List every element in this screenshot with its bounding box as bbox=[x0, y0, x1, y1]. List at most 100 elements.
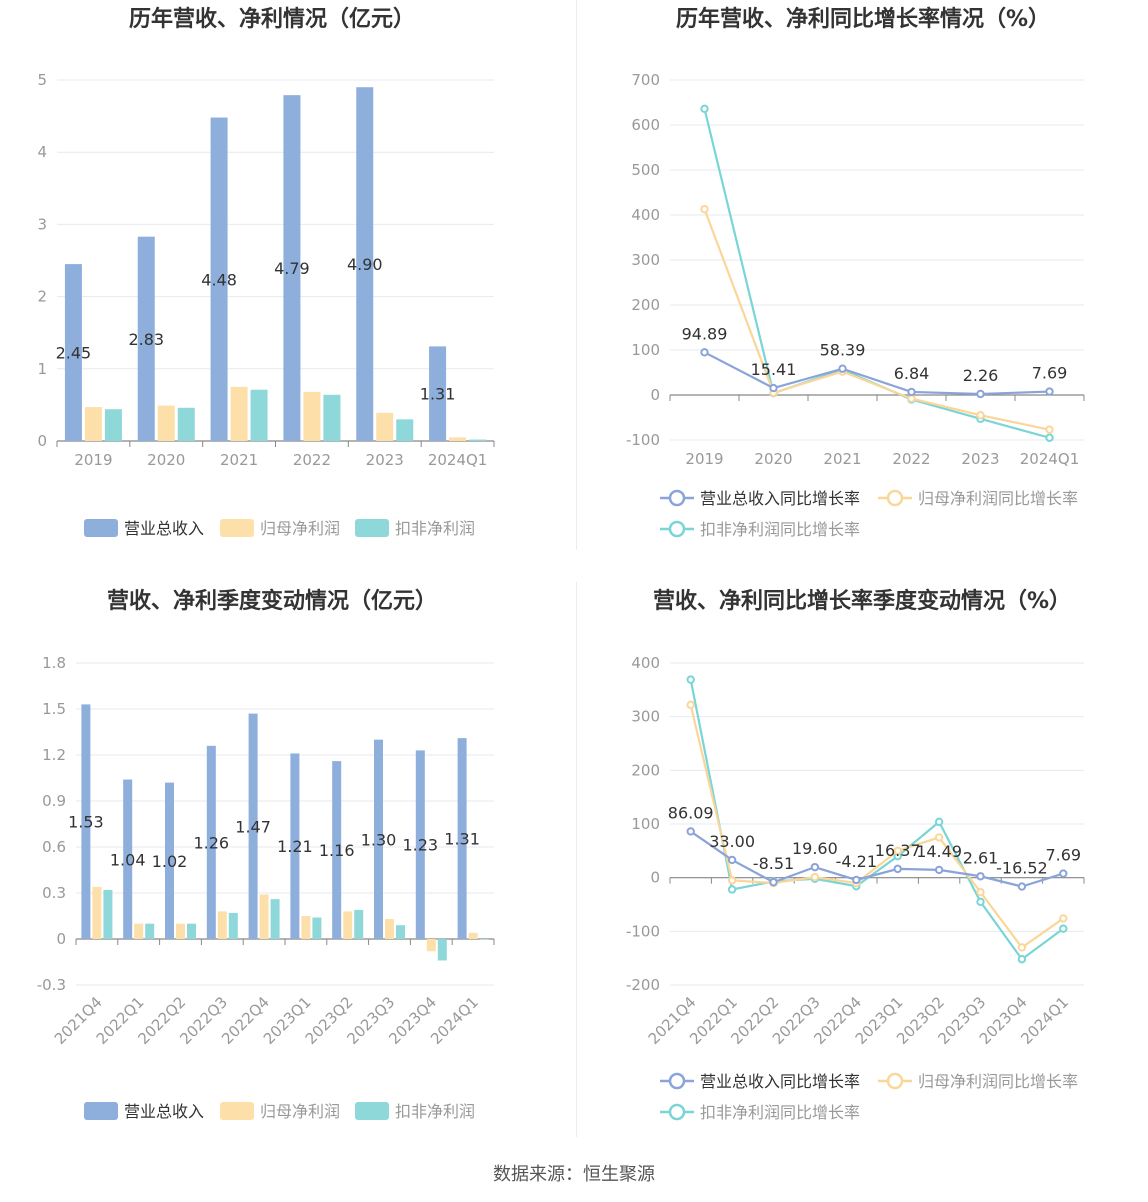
legend-label: 扣非净利润 bbox=[395, 1102, 475, 1121]
legend-swatch bbox=[84, 519, 118, 537]
line-data-label: 19.60 bbox=[792, 839, 838, 858]
series-point bbox=[1059, 869, 1068, 878]
series-point bbox=[769, 383, 778, 393]
series-line-deducted-profit bbox=[689, 679, 1064, 961]
series-point bbox=[700, 348, 709, 357]
bar-net-profit bbox=[259, 894, 269, 939]
legend-swatch bbox=[84, 1102, 118, 1120]
series-point bbox=[1017, 955, 1027, 964]
legend-label: 归母净利润 bbox=[260, 1102, 340, 1121]
legend-marker bbox=[886, 489, 904, 507]
line-data-label: 15.41 bbox=[751, 360, 797, 379]
bar-deducted-profit bbox=[396, 925, 405, 939]
series-point bbox=[769, 878, 778, 887]
series-point bbox=[1045, 387, 1054, 396]
legend-label: 营业总收入 bbox=[124, 519, 204, 538]
y-tick-label: 0.3 bbox=[42, 884, 66, 902]
x-tick-label: 2021 bbox=[220, 451, 258, 469]
y-tick-label: 1 bbox=[37, 360, 47, 378]
line-data-label: 2.61 bbox=[963, 848, 999, 867]
bar-deducted-profit bbox=[187, 923, 196, 939]
legend-swatch bbox=[355, 519, 389, 537]
series-point bbox=[810, 862, 820, 872]
y-tick-label: -100 bbox=[626, 922, 660, 940]
line-data-label: 6.84 bbox=[894, 364, 930, 383]
series-point bbox=[1045, 425, 1054, 434]
line-data-label: -4.21 bbox=[836, 852, 877, 871]
annual-growth-rate-panel: 历年营收、净利同比增长率情况（%） -100 0 100 200 300 400 500 600… bbox=[578, 0, 1148, 560]
bar-net-profit bbox=[230, 386, 248, 441]
y-tick-label: 100 bbox=[631, 815, 660, 833]
x-tick-label: 2022 bbox=[293, 451, 331, 469]
y-tick-label: -0.3 bbox=[37, 976, 66, 994]
quarterly-growth-rate-chart: 营收、净利同比增长率季度变动情况（%） -200 -100 0 100 200 300 400… bbox=[626, 588, 1085, 1122]
series-point bbox=[934, 865, 944, 875]
line-data-label: 2.26 bbox=[963, 366, 999, 385]
chart-title: 历年营收、净利同比增长率情况（%） bbox=[676, 6, 1050, 32]
series-point bbox=[893, 864, 902, 874]
annual-revenue-profit-chart: 历年营收、净利情况（亿元） 0 1 2 3 4 5 2019 2020 2021 2022 2023 2… bbox=[37, 6, 495, 538]
bar-data-label: 1.53 bbox=[68, 813, 104, 832]
series-point bbox=[1017, 943, 1027, 952]
y-tick-label: 3 bbox=[37, 215, 47, 233]
bar-revenue bbox=[374, 739, 383, 939]
bar-net-profit bbox=[176, 923, 185, 939]
line-data-label: 16.37 bbox=[875, 841, 921, 860]
bar-data-label: 2.83 bbox=[128, 330, 164, 349]
bar-deducted-profit bbox=[396, 419, 414, 441]
legend-label: 归母净利润 bbox=[260, 519, 340, 538]
bar-data-label: 1.04 bbox=[110, 850, 146, 869]
bar-deducted-profit bbox=[104, 409, 122, 441]
line-data-label: 94.89 bbox=[682, 324, 728, 343]
series-point bbox=[934, 817, 944, 827]
legend-label: 归母净利润同比增长率 bbox=[918, 489, 1078, 508]
series-point bbox=[727, 876, 737, 885]
bar-data-label: 1.21 bbox=[277, 837, 313, 856]
bar-revenue bbox=[210, 117, 228, 441]
y-tick-label: 4 bbox=[37, 143, 47, 161]
y-tick-label: 2 bbox=[37, 288, 47, 306]
x-tick-label: 2021 bbox=[823, 450, 861, 468]
bar-data-label: 1.47 bbox=[235, 817, 271, 836]
bar-net-profit bbox=[468, 932, 478, 939]
y-tick-label: 0 bbox=[650, 869, 660, 887]
series-point bbox=[727, 885, 737, 894]
bar-net-profit bbox=[134, 923, 144, 939]
line-data-label: 86.09 bbox=[668, 803, 714, 822]
bar-data-label: 1.31 bbox=[444, 830, 480, 849]
bar-net-profit bbox=[426, 939, 436, 952]
line-data-label: 33.00 bbox=[709, 832, 755, 851]
bar-deducted-profit bbox=[228, 912, 238, 939]
chart-title: 营收、净利同比增长率季度变动情况（%） bbox=[653, 588, 1071, 614]
annual-revenue-profit-panel: 历年营收、净利情况（亿元） 0 1 2 3 4 5 2019 2020 2021 2022 2023 2… bbox=[0, 0, 576, 560]
y-tick-label: 0.9 bbox=[42, 792, 66, 810]
series-point bbox=[686, 675, 695, 684]
y-tick-label: 1.5 bbox=[42, 700, 66, 718]
x-tick-label: 2023 bbox=[366, 451, 404, 469]
line-data-label: -8.51 bbox=[753, 854, 794, 873]
bar-deducted-profit bbox=[469, 439, 487, 441]
bar-deducted-profit bbox=[145, 923, 155, 939]
bar-data-label: 1.26 bbox=[193, 833, 229, 852]
y-tick-label: 600 bbox=[631, 116, 660, 134]
bar-data-label: 1.23 bbox=[402, 836, 438, 855]
bar-deducted-profit bbox=[250, 389, 268, 441]
bar-net-profit bbox=[301, 916, 311, 939]
series-point bbox=[1059, 914, 1068, 923]
bar-revenue bbox=[457, 738, 467, 939]
series-point bbox=[727, 855, 737, 865]
y-tick-label: 300 bbox=[631, 251, 660, 269]
legend-swatch bbox=[220, 519, 254, 537]
series-point bbox=[700, 204, 709, 214]
annual-growth-rate-chart: 历年营收、净利同比增长率情况（%） -100 0 100 200 300 400 500 600… bbox=[626, 6, 1085, 539]
bar-revenue bbox=[290, 753, 300, 939]
y-tick-label: 400 bbox=[631, 206, 660, 224]
data-source-footer: 数据来源：恒生聚源 bbox=[493, 1164, 655, 1185]
bar-revenue bbox=[165, 782, 174, 939]
legend-swatch bbox=[220, 1102, 254, 1120]
x-tick-label: 2020 bbox=[147, 451, 185, 469]
bar-revenue bbox=[332, 761, 342, 939]
bar-deducted-profit bbox=[312, 917, 322, 939]
bar-revenue bbox=[429, 346, 447, 441]
bar-revenue bbox=[64, 264, 82, 441]
